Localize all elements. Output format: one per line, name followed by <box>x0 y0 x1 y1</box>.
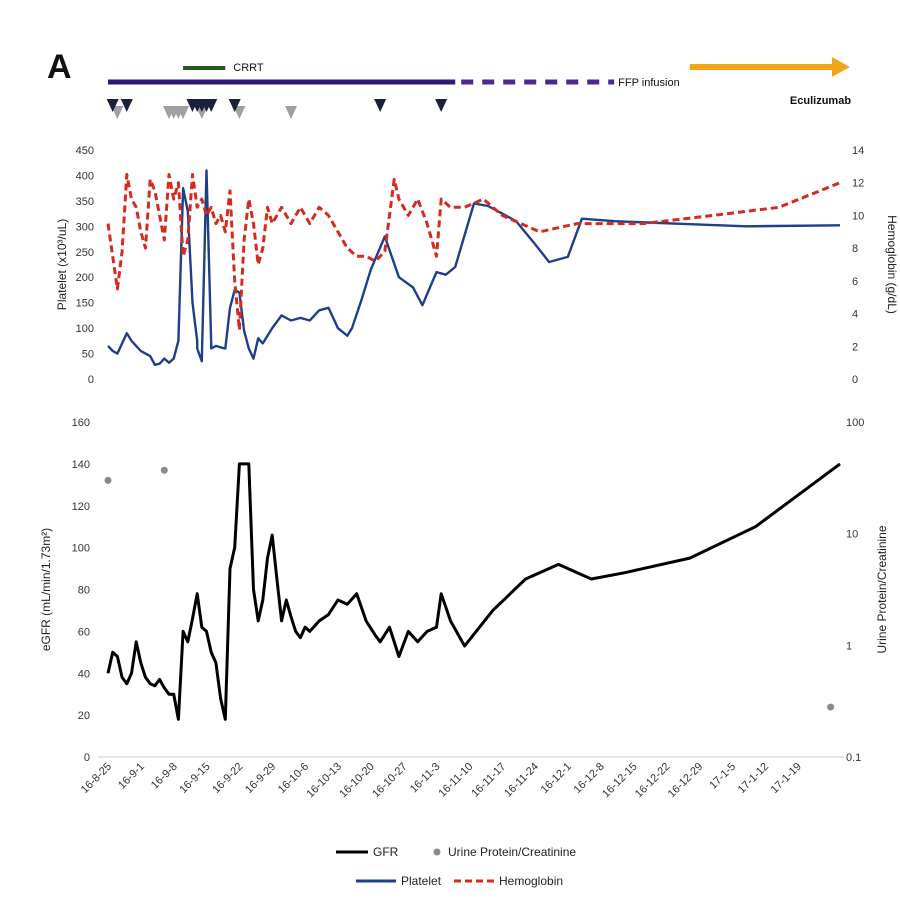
egfr-tick-label: 160 <box>72 417 90 429</box>
date-tick-label: 17-1-19 <box>769 761 804 796</box>
urine-tick-label: 100 <box>846 417 864 429</box>
hemoglobin-axis-ticks: 0 2 4 6 8 10 12 14 <box>852 145 864 386</box>
urine-data-point <box>827 703 835 711</box>
urine-axis-title: Urine Protein/Creatinine <box>875 525 889 653</box>
hemoglobin-tick-label: 8 <box>852 243 858 255</box>
urine-series-points <box>104 466 835 711</box>
platelet-tick-label: 100 <box>76 323 94 335</box>
platelet-tick-label: 150 <box>76 298 94 310</box>
dark-dose-marker <box>435 99 448 112</box>
dose-markers <box>106 99 448 119</box>
gray-dose-marker <box>285 106 297 119</box>
date-tick-label: 16-9-29 <box>243 761 278 796</box>
date-tick-label: 16-8-25 <box>79 761 114 796</box>
urine-axis-ticks: 0.1 1 10 100 <box>846 417 864 764</box>
date-tick-label: 16-12-1 <box>539 761 574 796</box>
date-tick-label: 16-11-10 <box>436 761 475 800</box>
legend: GFR Urine Protein/Creatinine Platelet He… <box>336 845 576 888</box>
egfr-tick-label: 120 <box>72 501 90 513</box>
date-tick-label: 16-9-22 <box>210 761 245 796</box>
platelet-tick-label: 350 <box>76 196 94 208</box>
date-tick-label: 16-10-20 <box>337 761 377 801</box>
date-tick-label: 16-12-22 <box>633 761 673 801</box>
platelet-series-line <box>107 169 841 366</box>
hemoglobin-series-line <box>106 173 841 332</box>
platelet-tick-label: 200 <box>76 272 94 284</box>
egfr-axis-ticks: 0 20 40 60 80 100 120 140 160 <box>72 417 90 764</box>
crrt-label: CRRT <box>233 62 264 74</box>
egfr-tick-label: 0 <box>84 752 90 764</box>
platelet-axis-title: Platelet (x10³/uL) <box>55 219 69 310</box>
egfr-tick-label: 20 <box>78 710 90 722</box>
date-tick-label: 17-1-5 <box>707 761 738 792</box>
hemoglobin-axis-title: Hemoglobin (g/dL) <box>885 215 899 314</box>
dark-dose-marker <box>228 99 241 112</box>
date-tick-label: 16-10-27 <box>370 761 410 801</box>
urine-data-point <box>104 476 112 484</box>
platelet-axis-ticks: 0 50 100 150 200 250 300 350 400 450 <box>76 145 94 386</box>
legend-label-platelet: Platelet <box>401 874 442 888</box>
date-tick-label: 16-9-1 <box>116 761 147 792</box>
eculizumab-label: Eculizumab <box>790 95 851 107</box>
gfr-series-line <box>106 462 841 721</box>
egfr-tick-label: 140 <box>72 459 90 471</box>
platelet-tick-label: 300 <box>76 221 94 233</box>
urine-tick-label: 10 <box>846 529 858 541</box>
hemoglobin-tick-label: 4 <box>852 309 858 321</box>
egfr-axis-title: eGFR (mL/min/1.73m²) <box>39 528 53 651</box>
dark-dose-marker <box>374 99 387 112</box>
date-tick-label: 16-12-15 <box>600 761 640 801</box>
date-axis-ticks: 16-8-25 16-9-1 16-9-816-9-1516-9-2216-9-29… <box>79 761 804 801</box>
egfr-tick-label: 100 <box>72 543 90 555</box>
egfr-tick-label: 60 <box>78 626 90 638</box>
gray-dose-marker <box>233 106 246 119</box>
date-tick-label: 16-9-15 <box>177 761 212 796</box>
dark-dose-marker <box>205 99 218 112</box>
legend-label-gfr: GFR <box>373 845 399 859</box>
hemoglobin-tick-label: 6 <box>852 276 858 288</box>
panel-label: A <box>47 48 72 86</box>
date-tick-label: 16-9-8 <box>149 761 180 792</box>
platelet-tick-label: 400 <box>76 170 94 182</box>
date-tick-label: 16-11-24 <box>502 761 541 800</box>
egfr-tick-label: 40 <box>78 668 90 680</box>
hemoglobin-tick-label: 0 <box>852 374 858 386</box>
eculizumab-arrow-head <box>831 57 850 77</box>
urine-tick-label: 0.1 <box>846 752 861 764</box>
date-tick-label: 16-11-17 <box>469 761 508 800</box>
hemoglobin-tick-label: 2 <box>852 341 858 353</box>
dark-dose-marker <box>120 99 133 112</box>
hemoglobin-tick-label: 10 <box>852 210 864 222</box>
egfr-tick-label: 80 <box>78 585 90 597</box>
legend-label-hemoglobin: Hemoglobin <box>499 874 563 888</box>
date-tick-label: 16-10-13 <box>304 761 344 801</box>
platelet-tick-label: 450 <box>76 145 94 157</box>
gray-dose-marker <box>111 106 124 119</box>
platelet-tick-label: 0 <box>88 374 94 386</box>
gray-dose-marker <box>195 106 208 119</box>
treatment-timeline: CRRT FFP infusion Eculizumab <box>106 57 851 119</box>
legend-swatch-urine <box>433 848 441 856</box>
hemoglobin-tick-label: 14 <box>852 145 864 157</box>
gray-dose-marker <box>177 106 190 119</box>
ffp-infusion-label: FFP infusion <box>618 77 680 89</box>
urine-tick-label: 1 <box>846 640 852 652</box>
platelet-tick-label: 50 <box>82 349 94 361</box>
date-tick-label: 16-12-29 <box>666 761 706 801</box>
date-tick-label: 17-1-12 <box>736 761 771 796</box>
egfr-urine-panel: 0 20 40 60 80 100 120 140 160 0.1 1 10 100 eGFR (mL… <box>39 417 889 800</box>
urine-data-point <box>160 466 168 474</box>
hemoglobin-tick-label: 12 <box>852 178 864 190</box>
legend-label-urine: Urine Protein/Creatinine <box>448 845 576 859</box>
dark-dose-marker <box>106 99 119 112</box>
platelet-tick-label: 250 <box>76 247 94 259</box>
